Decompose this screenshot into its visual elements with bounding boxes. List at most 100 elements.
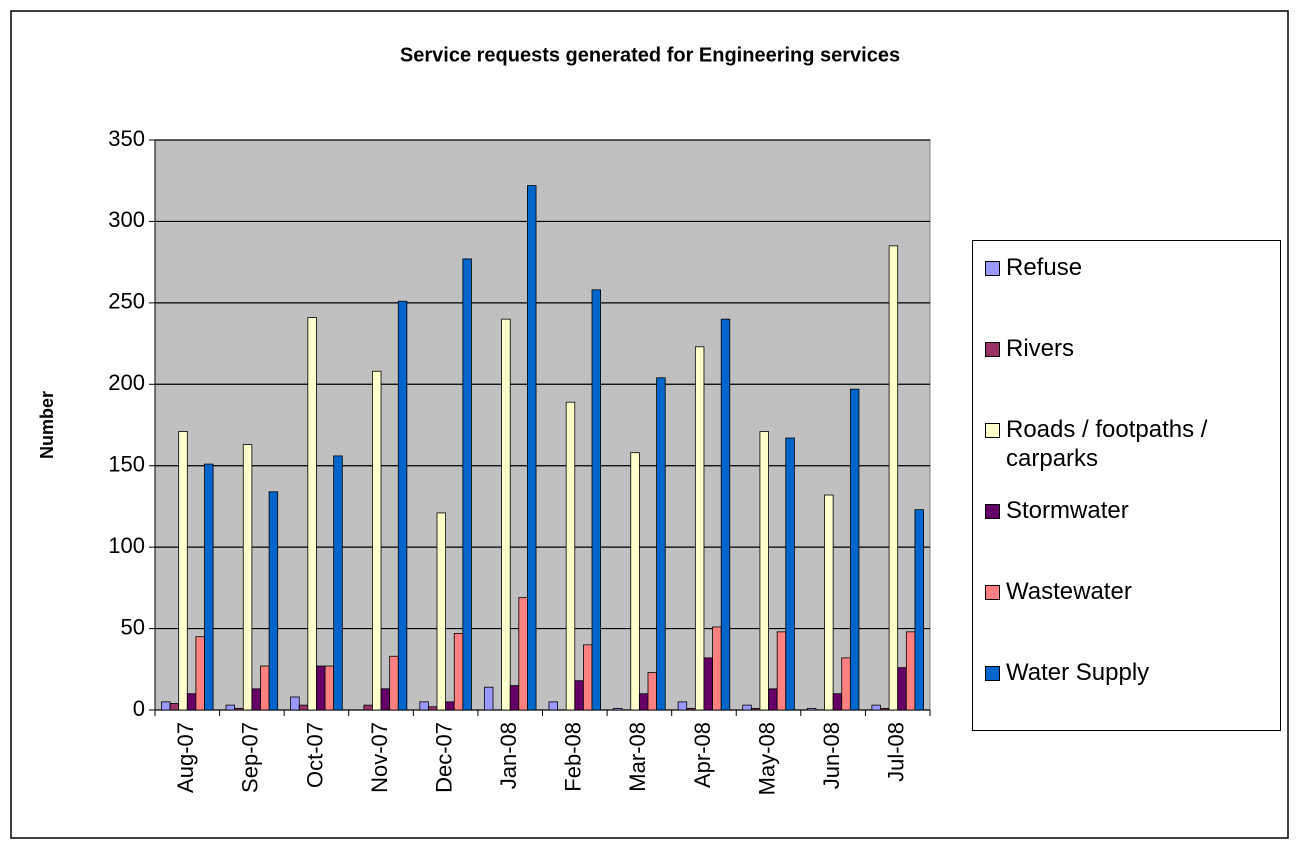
bar bbox=[583, 644, 593, 711]
bar bbox=[518, 597, 528, 711]
legend-item: Wastewater bbox=[985, 577, 1272, 658]
x-tick-label: Dec-07 bbox=[431, 722, 456, 793]
y-tick-label: 350 bbox=[108, 126, 145, 151]
bar bbox=[905, 631, 916, 711]
legend-swatch bbox=[985, 342, 1000, 357]
bar bbox=[445, 701, 455, 711]
bar bbox=[630, 452, 640, 711]
bar bbox=[677, 701, 688, 711]
y-tick-label: 150 bbox=[108, 452, 145, 477]
bar bbox=[501, 318, 511, 711]
y-axis-label: Number bbox=[37, 391, 57, 459]
bar bbox=[656, 377, 666, 711]
bar bbox=[527, 185, 537, 711]
y-tick-label: 100 bbox=[108, 533, 145, 558]
bar bbox=[712, 626, 722, 711]
bar bbox=[324, 665, 335, 711]
bar bbox=[638, 693, 649, 711]
x-tick-label: Jan-08 bbox=[496, 722, 521, 789]
bar bbox=[841, 657, 851, 711]
bar bbox=[483, 686, 494, 711]
bar bbox=[768, 688, 778, 711]
x-tick-label: Aug-07 bbox=[173, 722, 198, 793]
x-tick-label: Oct-07 bbox=[302, 722, 327, 788]
bar bbox=[186, 693, 197, 711]
bar bbox=[824, 494, 834, 711]
bar bbox=[694, 346, 705, 711]
x-tick-label: Mar-08 bbox=[625, 722, 650, 792]
bar bbox=[419, 701, 429, 711]
x-tick-label: Jul-08 bbox=[884, 722, 909, 782]
bar bbox=[225, 704, 236, 711]
bar bbox=[169, 703, 180, 711]
legend-label: Water Supply bbox=[1006, 659, 1150, 686]
legend: Refuse Rivers Roads / footpaths / carparks… bbox=[972, 240, 1281, 731]
bar bbox=[161, 701, 171, 711]
legend-swatch bbox=[985, 504, 1000, 519]
bar bbox=[436, 512, 447, 711]
bar bbox=[333, 455, 343, 711]
y-tick-label: 250 bbox=[108, 289, 145, 314]
x-tick-label: Jun-08 bbox=[819, 722, 844, 789]
legend-label: Stormwater bbox=[1006, 497, 1129, 524]
x-tick-label: May-08 bbox=[754, 722, 779, 795]
y-tick-label: 0 bbox=[133, 696, 145, 721]
bar bbox=[234, 707, 244, 711]
bar bbox=[380, 688, 391, 711]
y-tick-label: 200 bbox=[108, 370, 145, 395]
bar bbox=[776, 631, 787, 711]
bar bbox=[888, 245, 899, 711]
legend-swatch bbox=[985, 423, 1000, 438]
bar bbox=[178, 431, 188, 711]
legend-swatch bbox=[985, 261, 1000, 276]
x-tick-label: Sep-07 bbox=[238, 722, 263, 793]
legend-item: Rivers bbox=[985, 334, 1272, 415]
bar bbox=[914, 509, 924, 711]
bar bbox=[316, 665, 326, 711]
bar bbox=[204, 463, 214, 711]
bar bbox=[298, 704, 309, 711]
bar bbox=[750, 707, 761, 711]
legend-item: Roads / footpaths / carparks bbox=[985, 415, 1272, 496]
bar bbox=[242, 444, 253, 711]
bar bbox=[372, 370, 382, 711]
bar bbox=[720, 318, 731, 711]
bar bbox=[897, 667, 907, 711]
bar bbox=[397, 300, 408, 711]
bar bbox=[290, 696, 300, 711]
bar bbox=[871, 704, 881, 711]
bar bbox=[742, 704, 752, 711]
y-tick-label: 300 bbox=[108, 207, 145, 232]
bar bbox=[428, 706, 438, 711]
bar bbox=[268, 491, 279, 711]
legend-item: Stormwater bbox=[985, 496, 1272, 577]
plot-area bbox=[154, 139, 931, 711]
chart-title: Service requests generated for Engineeri… bbox=[400, 44, 900, 66]
bar bbox=[389, 655, 399, 711]
bar bbox=[260, 665, 270, 711]
bar bbox=[832, 693, 843, 711]
x-tick-label: Nov-07 bbox=[367, 722, 392, 793]
bar bbox=[806, 707, 817, 711]
x-tick-label: Feb-08 bbox=[561, 722, 586, 792]
bar bbox=[195, 636, 205, 711]
bar bbox=[548, 701, 558, 711]
bar bbox=[462, 258, 472, 711]
legend-swatch bbox=[985, 585, 1000, 600]
bar bbox=[759, 431, 769, 711]
bar bbox=[307, 317, 317, 711]
legend-item: Refuse bbox=[985, 253, 1272, 334]
bar bbox=[251, 688, 261, 711]
bar bbox=[686, 707, 696, 711]
bar bbox=[703, 657, 713, 711]
bar bbox=[363, 704, 373, 711]
bar bbox=[880, 707, 890, 711]
legend-swatch bbox=[985, 666, 1000, 681]
legend-item: Water Supply bbox=[985, 658, 1272, 739]
bar bbox=[613, 707, 623, 711]
y-tick-label: 50 bbox=[121, 614, 145, 639]
bar bbox=[849, 388, 860, 711]
x-tick-label: Apr-08 bbox=[690, 722, 715, 788]
bar bbox=[453, 633, 464, 711]
